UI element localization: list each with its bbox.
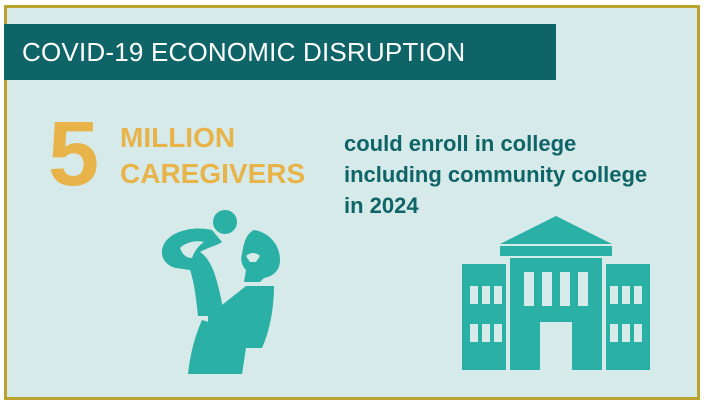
caregiver-with-child-icon bbox=[161, 210, 280, 374]
stat-label-line2: CAREGIVERS bbox=[120, 158, 306, 189]
description-line3: in 2024 bbox=[344, 193, 419, 218]
banner-title: COVID-19 ECONOMIC DISRUPTION bbox=[4, 24, 556, 80]
description: could enroll in college including commun… bbox=[344, 128, 684, 221]
stat-number: 5 bbox=[48, 103, 100, 205]
description-line2: including community college bbox=[344, 162, 648, 187]
stat-label-line1: MILLION bbox=[120, 122, 236, 153]
stat-label: MILLION CAREGIVERS bbox=[120, 120, 305, 192]
college-building-icon bbox=[462, 216, 650, 370]
description-line1: could enroll in college bbox=[344, 131, 577, 156]
